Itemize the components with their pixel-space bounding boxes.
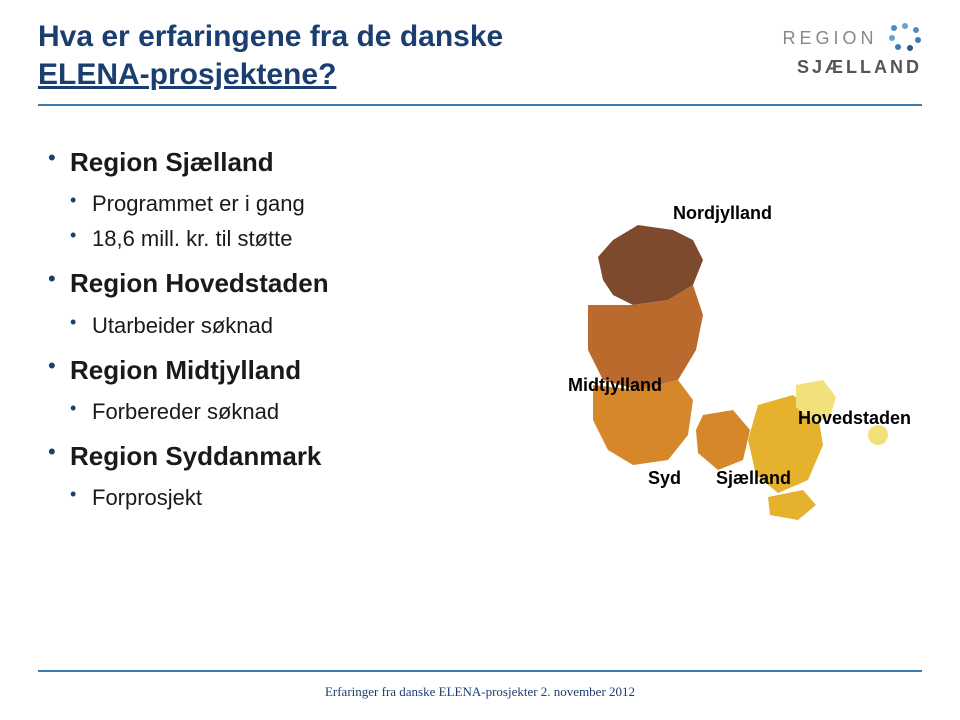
list-heading: Region Midtjylland (70, 353, 518, 388)
list-heading: Region Sjælland (70, 145, 518, 180)
list-item: Region Hovedstaden Utarbeider søknad (48, 266, 518, 342)
title-link: ELENA-prosjektene? (38, 58, 336, 91)
slide-header: Hva er erfaringene fra de danske ELENA-p… (38, 18, 922, 93)
divider-top (38, 104, 922, 106)
logo-word-sjaelland: SJÆLLAND (783, 57, 922, 78)
list-sub-item: Programmet er i gang (70, 186, 518, 221)
list-sub-item: Forbereder søknad (70, 394, 518, 429)
list-item: Region Sjælland Programmet er i gang 18,… (48, 145, 518, 256)
slide-content: Region Sjælland Programmet er i gang 18,… (38, 145, 922, 545)
denmark-map: Nordjylland Midtjylland Syd Sjælland Hov… (518, 185, 898, 545)
map-label-nord: Nordjylland (673, 203, 772, 224)
list-item: Region Midtjylland Forbereder søknad (48, 353, 518, 429)
map-label-syd: Syd (648, 468, 681, 489)
map-label-sjael: Sjælland (716, 468, 791, 489)
logo-word-region: REGION (783, 28, 878, 48)
map-region-lolland (768, 490, 816, 520)
slide-title: Hva er erfaringene fra de danske ELENA-p… (38, 18, 503, 93)
list-heading: Region Syddanmark (70, 439, 518, 474)
list-sub-item: Forprosjekt (70, 480, 518, 515)
title-line-1: Hva er erfaringene fra de danske (38, 18, 503, 56)
logo-dots-icon (888, 22, 922, 57)
region-logo: REGION SJÆLLAND (783, 18, 922, 78)
map-label-hoved: Hovedstaden (798, 408, 911, 429)
slide-footer: Erfaringer fra danske ELENA-prosjekter 2… (0, 684, 960, 700)
list-sub-item: 18,6 mill. kr. til støtte (70, 221, 518, 256)
map-label-midt: Midtjylland (568, 375, 662, 396)
map-column: Nordjylland Midtjylland Syd Sjælland Hov… (518, 145, 922, 545)
denmark-map-svg (518, 185, 898, 545)
map-region-syd-fyn (696, 410, 750, 470)
logo-top-row: REGION (783, 22, 922, 57)
list-item: Region Syddanmark Forprosjekt (48, 439, 518, 515)
title-line-2: ELENA-prosjektene? (38, 56, 503, 94)
region-list: Region Sjælland Programmet er i gang 18,… (48, 145, 518, 515)
divider-bottom (38, 670, 922, 672)
list-heading: Region Hovedstaden (70, 266, 518, 301)
bullet-list-column: Region Sjælland Programmet er i gang 18,… (38, 145, 518, 545)
list-sub-item: Utarbeider søknad (70, 308, 518, 343)
